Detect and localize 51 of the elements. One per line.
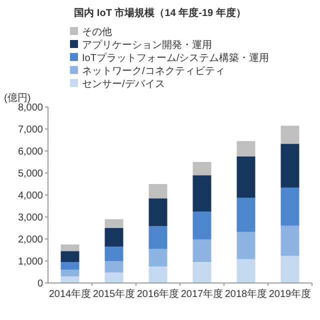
- bar: [236, 198, 256, 232]
- bar: [280, 188, 300, 226]
- bar: [148, 266, 168, 283]
- bar: [148, 198, 168, 226]
- bar: [104, 261, 124, 272]
- bar: [60, 251, 80, 262]
- y-tick-label: 3,000: [18, 212, 44, 224]
- bar: [280, 144, 300, 188]
- bar: [60, 270, 80, 276]
- bar: [60, 262, 80, 270]
- y-tick-label: 5,000: [18, 168, 44, 180]
- bar: [236, 232, 256, 260]
- bar: [192, 262, 212, 283]
- bar: [236, 259, 256, 283]
- legend-label: その他: [82, 26, 112, 38]
- x-tick-label: 2019年度: [268, 288, 312, 300]
- x-tick-label: 2018年度: [224, 288, 268, 300]
- bar: [280, 226, 300, 256]
- bar: [192, 239, 212, 262]
- bar: [192, 212, 212, 240]
- chart-title: 国内 IoT 市場規模（14 年度-19 年度）: [74, 7, 246, 19]
- bar: [60, 244, 80, 252]
- bar: [148, 226, 168, 249]
- x-tick-label: 2016年度: [136, 288, 180, 300]
- bar: [104, 272, 124, 283]
- legend-label: IoTプラットフォーム/システム構築・運用: [82, 52, 270, 64]
- bar: [192, 175, 212, 212]
- bar: [280, 126, 300, 144]
- legend-label: ネットワーク/コネクティビティ: [82, 66, 225, 77]
- y-axis-title: (億円): [4, 92, 31, 104]
- x-tick-label: 2015年度: [92, 288, 136, 300]
- bar: [236, 141, 256, 156]
- y-tick-label: 1,000: [18, 256, 44, 268]
- bar: [104, 246, 124, 261]
- y-tick-label: 0: [37, 278, 44, 290]
- bar: [280, 256, 300, 283]
- legend-label: アプリケーション開発・運用: [82, 39, 212, 51]
- bar: [192, 162, 212, 176]
- x-tick-label: 2014年度: [48, 288, 92, 300]
- y-tick-label: 7,000: [18, 124, 44, 136]
- y-tick-label: 6,000: [18, 146, 44, 158]
- x-tick-label: 2017年度: [180, 288, 224, 300]
- bar: [236, 156, 256, 198]
- bar: [148, 248, 168, 266]
- bar: [104, 228, 124, 247]
- y-tick-label: 4,000: [18, 190, 44, 202]
- y-tick-label: 8,000: [18, 102, 44, 114]
- bar: [104, 219, 124, 228]
- y-tick-label: 2,000: [18, 234, 44, 246]
- bar: [148, 184, 168, 198]
- legend-label: センサー/デバイス: [82, 79, 165, 90]
